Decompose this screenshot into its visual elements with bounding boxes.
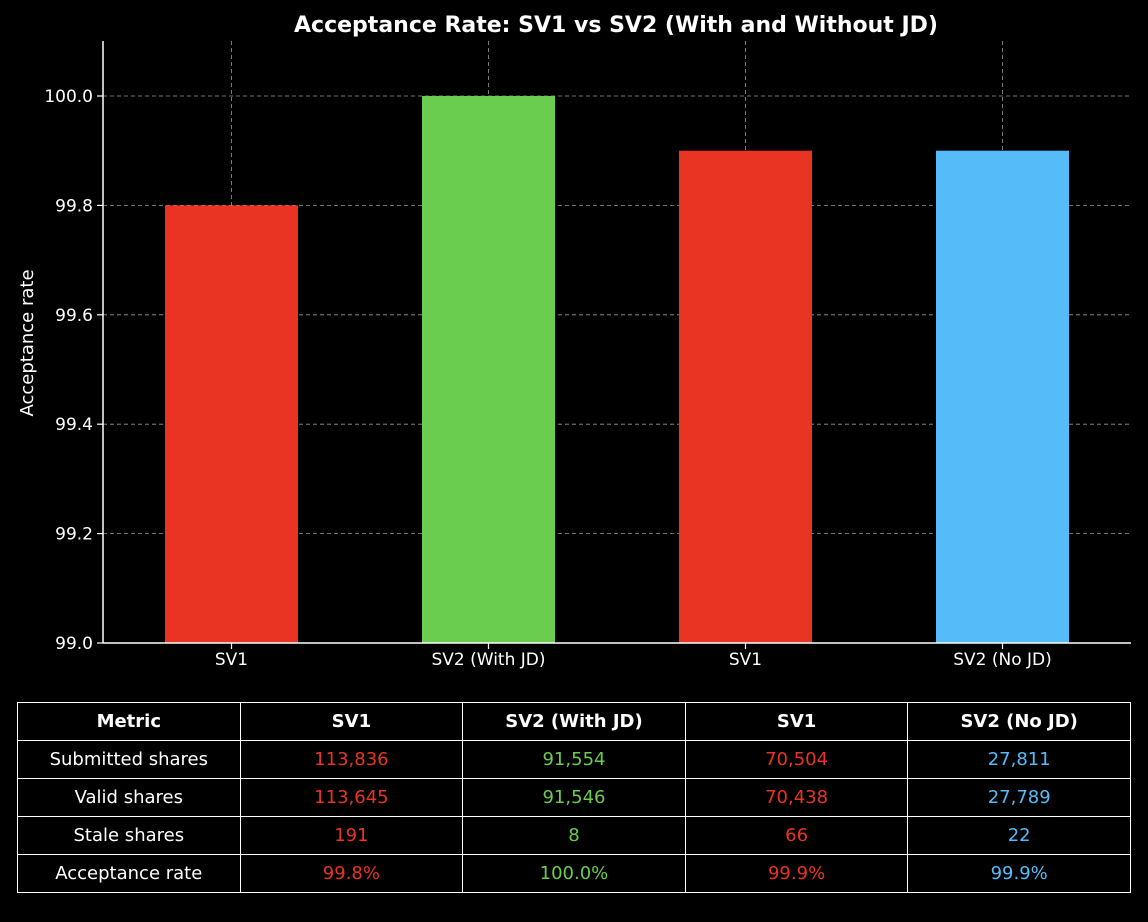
ytick-label-3: 99.6	[55, 306, 93, 326]
header-sv2-with-jd: SV2 (With JD)	[462, 702, 686, 741]
xtick-label-1: SV2 (With JD)	[431, 650, 545, 670]
table-cell: 100.0%	[462, 854, 686, 893]
table-cell: 8	[462, 816, 686, 855]
row-label: Stale shares	[17, 816, 241, 855]
header-sv1-b: SV1	[684, 702, 909, 741]
ytick-label-1: 99.2	[55, 525, 93, 545]
y-axis-label: Acceptance rate	[17, 269, 38, 416]
table-cell: 66	[684, 816, 909, 855]
metrics-table: Metric SV1 SV2 (With JD) SV1 SV2 (No JD)…	[17, 702, 1131, 893]
bar-3	[936, 150, 1069, 643]
table-cell: 91,546	[462, 778, 686, 817]
table-cell: 91,554	[462, 740, 686, 779]
table-cell: 191	[239, 816, 464, 855]
axes	[102, 41, 1131, 644]
row-label: Valid shares	[17, 778, 241, 817]
bar-0	[165, 205, 298, 643]
header-metric: Metric	[17, 702, 241, 741]
xtick-label-3: SV2 (No JD)	[953, 650, 1052, 670]
ytick-label-4: 99.8	[55, 196, 93, 216]
bars	[165, 96, 1069, 643]
table-row: Acceptance rate 99.8% 100.0% 99.9% 99.9%	[17, 854, 1131, 893]
table-cell: 99.9%	[907, 854, 1131, 893]
ytick-label-2: 99.4	[55, 415, 93, 435]
table-row: Stale shares 191 8 66 22	[17, 816, 1131, 855]
acceptance-rate-chart: Acceptance Rate: SV1 vs SV2 (With and Wi…	[17, 13, 1131, 670]
chart-title: Acceptance Rate: SV1 vs SV2 (With and Wi…	[294, 13, 938, 38]
table-row: Valid shares 113,645 91,546 70,438 27,789	[17, 778, 1131, 817]
xtick-label-2: SV1	[729, 650, 762, 670]
table-header-row: Metric SV1 SV2 (With JD) SV1 SV2 (No JD)	[17, 702, 1131, 741]
table-cell: 99.8%	[239, 854, 464, 893]
table-cell: 113,645	[239, 778, 464, 817]
header-sv2-no-jd: SV2 (No JD)	[907, 702, 1131, 741]
table-cell: 22	[907, 816, 1131, 855]
x-axis-ticks: SV1 SV2 (With JD) SV1 SV2 (No JD)	[215, 643, 1052, 670]
y-axis-ticks: 99.0 99.2 99.4 99.6 99.8 100.0	[44, 87, 103, 654]
table-cell: 70,504	[684, 740, 909, 779]
header-sv1-a: SV1	[239, 702, 464, 741]
table-cell: 27,789	[907, 778, 1131, 817]
bar-1	[422, 96, 555, 643]
row-label: Submitted shares	[17, 740, 241, 779]
ytick-label-5: 100.0	[44, 87, 93, 107]
table-row: Submitted shares 113,836 91,554 70,504 27,81…	[17, 740, 1131, 779]
table-cell: 27,811	[907, 740, 1131, 779]
row-label: Acceptance rate	[17, 854, 241, 893]
xtick-label-0: SV1	[215, 650, 248, 670]
ytick-label-0: 99.0	[55, 634, 93, 654]
table-cell: 99.9%	[684, 854, 909, 893]
table-cell: 113,836	[239, 740, 464, 779]
table-cell: 70,438	[684, 778, 909, 817]
bar-2	[679, 150, 812, 643]
